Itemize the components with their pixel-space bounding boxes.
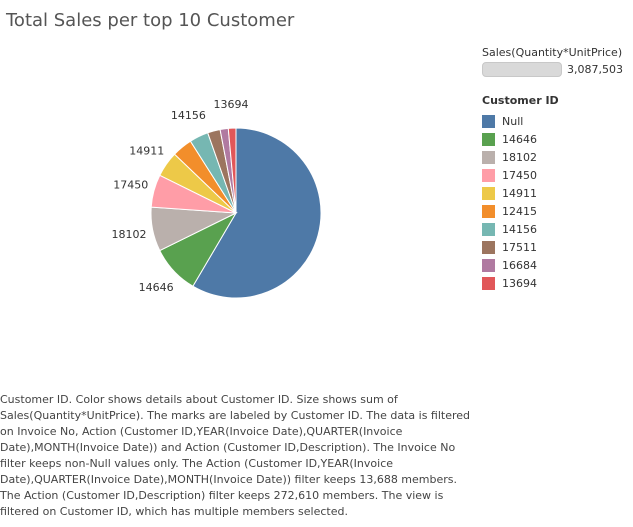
pie-slices	[150, 127, 322, 299]
legend-swatch	[482, 132, 495, 146]
legend-label: 13694	[502, 276, 537, 290]
size-legend-bar	[482, 62, 562, 77]
slice-label-14911: 14911	[129, 144, 164, 157]
legend-swatch	[482, 168, 495, 182]
legend-label: 12415	[502, 204, 537, 218]
slice-label-13694: 13694	[214, 98, 249, 111]
legend-item-17511[interactable]: 17511	[482, 238, 632, 256]
slice-label-14156: 14156	[171, 109, 206, 122]
legend-label: 17511	[502, 240, 537, 254]
slice-label-14646: 14646	[139, 281, 174, 294]
legend-item-14646[interactable]: 14646	[482, 130, 632, 148]
legend-item-16684[interactable]: 16684	[482, 256, 632, 274]
legend-swatch	[482, 186, 495, 200]
pie-labels: 14646 18102 17450 14911 14156 13694	[112, 98, 249, 294]
legend-item-14911[interactable]: 14911	[482, 184, 632, 202]
legend-items: Null 14646 18102 17450 14911 12415 14156 17511 1…	[482, 112, 632, 292]
slice-label-18102: 18102	[112, 228, 147, 241]
legend-swatch	[482, 114, 495, 128]
pie-chart[interactable]: 14646 18102 17450 14911 14156 13694	[0, 0, 480, 330]
size-legend-title: Sales(Quantity*UnitPrice)	[482, 46, 623, 59]
legend-label: Null	[502, 114, 524, 128]
legend-item-12415[interactable]: 12415	[482, 202, 632, 220]
chart-caption: Customer ID. Color shows details about C…	[0, 393, 471, 518]
legend-swatch	[482, 240, 495, 254]
legend-label: 18102	[502, 150, 537, 164]
size-legend-row: 3,087,503	[482, 62, 632, 77]
legend-label: 14911	[502, 186, 537, 200]
size-legend: Sales(Quantity*UnitPrice) 3,087,503	[482, 46, 632, 77]
legend-swatch	[482, 222, 495, 236]
legend-item-17450[interactable]: 17450	[482, 166, 632, 184]
slice-label-17450: 17450	[113, 179, 148, 192]
legend-swatch	[482, 204, 495, 218]
legend-label: 14646	[502, 132, 537, 146]
legend-item-null[interactable]: Null	[482, 112, 632, 130]
legend-swatch	[482, 258, 495, 272]
legend-swatch	[482, 150, 495, 164]
legend-item-18102[interactable]: 18102	[482, 148, 632, 166]
legend-item-14156[interactable]: 14156	[482, 220, 632, 238]
legend-label: 17450	[502, 168, 537, 182]
chart-title: Total Sales per top 10 Customer	[6, 10, 295, 31]
pie-slice-13694[interactable]	[227, 127, 237, 214]
legend-item-13694[interactable]: 13694	[482, 274, 632, 292]
pie-slice-null[interactable]	[192, 127, 322, 299]
size-legend-value: 3,087,503	[567, 63, 623, 76]
legend-label: 14156	[502, 222, 537, 236]
legend-label: 16684	[502, 258, 537, 272]
color-legend: Customer ID Null 14646 18102 17450 14911 1241…	[482, 94, 632, 292]
legend-swatch	[482, 276, 495, 290]
color-legend-title: Customer ID	[482, 94, 559, 107]
